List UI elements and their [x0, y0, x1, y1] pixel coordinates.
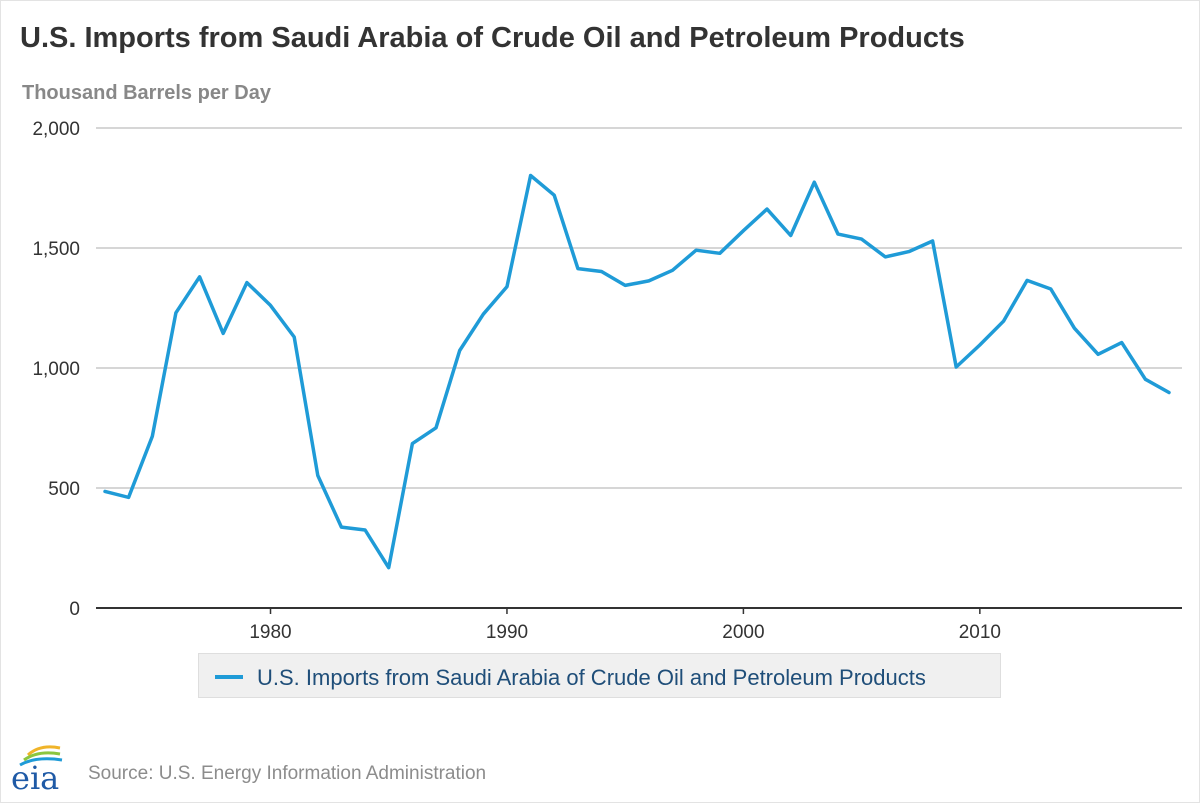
data-point-2013 — [1049, 287, 1053, 291]
y-tick-label-1000: 1,000 — [32, 359, 80, 380]
data-point-1986 — [410, 442, 414, 446]
y-tick-label-2000: 2,000 — [32, 119, 80, 140]
data-point-1989 — [481, 312, 485, 316]
data-point-1993 — [576, 267, 580, 271]
data-point-2000 — [741, 229, 745, 233]
data-point-1976 — [174, 311, 178, 315]
eia-logo-text: eia — [11, 759, 59, 796]
x-tick-label-2000: 2000 — [722, 622, 764, 643]
data-point-2014 — [1072, 326, 1076, 330]
data-point-1994 — [600, 270, 604, 274]
data-point-2007 — [907, 250, 911, 254]
data-point-2016 — [1120, 341, 1124, 345]
data-point-1997 — [670, 268, 674, 272]
data-point-1978 — [221, 331, 225, 335]
data-point-2017 — [1143, 377, 1147, 381]
eia-logo-icon: eia — [11, 745, 63, 796]
legend-label: U.S. Imports from Saudi Arabia of Crude … — [257, 665, 926, 690]
data-point-2001 — [765, 207, 769, 211]
data-point-1982 — [316, 474, 320, 478]
source-note: Source: U.S. Energy Information Administ… — [88, 763, 487, 784]
data-point-2012 — [1025, 278, 1029, 282]
x-tick-label-2010: 2010 — [959, 622, 1001, 643]
x-tick-label-1990: 1990 — [486, 622, 528, 643]
y-tick-label-500: 500 — [48, 479, 80, 500]
data-point-2004 — [836, 232, 840, 236]
data-point-1999 — [718, 251, 722, 255]
data-point-2015 — [1096, 352, 1100, 356]
x-tick-label-1980: 1980 — [249, 622, 291, 643]
data-point-1974 — [127, 495, 131, 499]
data-point-1973 — [103, 489, 107, 493]
legend-line-swatch — [215, 675, 243, 679]
data-point-2008 — [931, 239, 935, 243]
y-tick-label-1500: 1,500 — [32, 239, 80, 260]
data-point-2009 — [954, 365, 958, 369]
data-point-1998 — [694, 248, 698, 252]
data-point-2003 — [812, 180, 816, 184]
data-point-1984 — [363, 528, 367, 532]
data-point-2011 — [1001, 319, 1005, 323]
data-point-1980 — [269, 303, 273, 307]
data-point-1977 — [198, 275, 202, 279]
data-point-2006 — [883, 255, 887, 259]
data-point-1991 — [529, 174, 533, 178]
data-point-1990 — [505, 285, 509, 289]
data-point-2018 — [1167, 390, 1171, 394]
data-point-1985 — [387, 566, 391, 570]
data-point-1975 — [150, 434, 154, 438]
data-point-1983 — [339, 525, 343, 529]
data-point-2010 — [978, 343, 982, 347]
y-tick-label-0: 0 — [69, 599, 80, 620]
y-axis-unit-label: Thousand Barrels per Day — [22, 82, 271, 104]
data-point-1981 — [292, 335, 296, 339]
data-point-1992 — [552, 193, 556, 197]
data-point-1979 — [245, 281, 249, 285]
data-point-2005 — [860, 237, 864, 241]
legend[interactable]: U.S. Imports from Saudi Arabia of Crude … — [198, 653, 1001, 698]
data-point-1996 — [647, 279, 651, 283]
chart-title: U.S. Imports from Saudi Arabia of Crude … — [20, 22, 965, 54]
data-point-1988 — [458, 348, 462, 352]
data-point-1987 — [434, 426, 438, 430]
data-point-2002 — [789, 234, 793, 238]
data-point-1995 — [623, 283, 627, 287]
series-line-0 — [103, 173, 1171, 570]
